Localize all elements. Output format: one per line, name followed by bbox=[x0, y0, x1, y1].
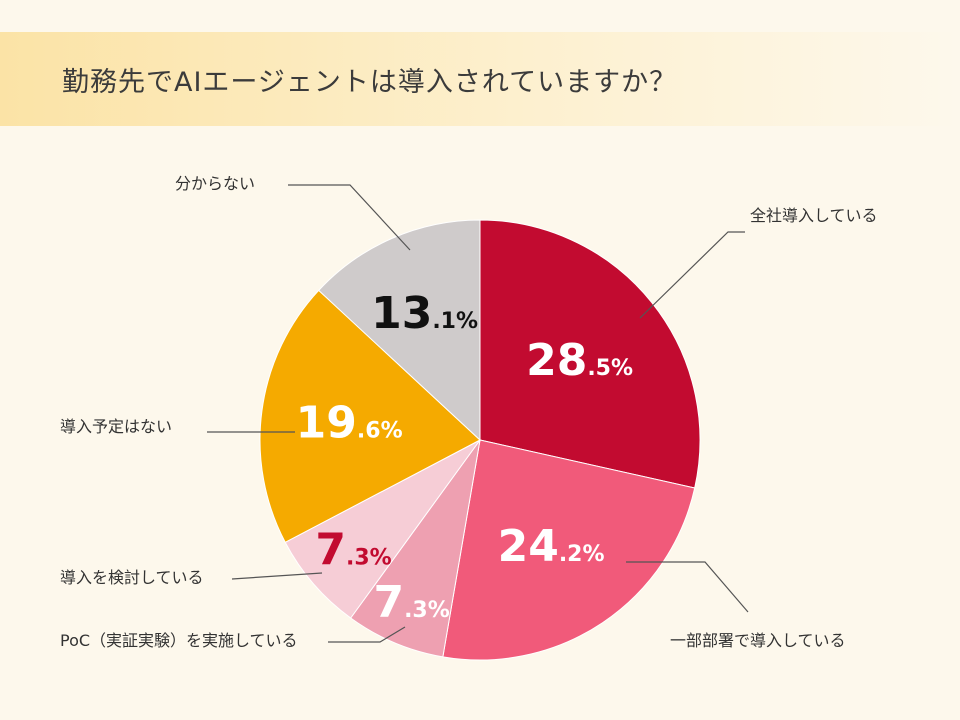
slice-value-label: 7.3% bbox=[315, 524, 391, 575]
leader-lines bbox=[207, 184, 749, 643]
chart-title: 勤務先でAIエージェントは導入されていますか？ bbox=[62, 67, 678, 98]
title-band bbox=[0, 32, 960, 126]
slice-value-label: 28.5% bbox=[526, 335, 633, 386]
slice-category-label: 分からない bbox=[175, 174, 255, 193]
leader-line bbox=[639, 231, 745, 319]
pie-slice bbox=[284, 439, 481, 619]
slice-category-label: PoC（実証実験）を実施している bbox=[60, 631, 298, 650]
slice-category-label: 全社導入している bbox=[750, 206, 878, 225]
pie-slice bbox=[349, 439, 481, 658]
leader-line bbox=[626, 561, 749, 613]
slice-category-label: 導入を検討している bbox=[60, 568, 204, 587]
slice-value-label: 7.3% bbox=[373, 577, 449, 628]
pie-slices bbox=[259, 219, 701, 661]
pie-slice bbox=[479, 219, 701, 489]
slice-value-label: 13.1% bbox=[371, 288, 478, 339]
slice-value-label: 24.2% bbox=[498, 521, 605, 572]
value-labels: 28.5% 24.2% 7.3%7.3% 19.6% 13.1% bbox=[296, 288, 633, 628]
slice-category-label: 導入予定はない bbox=[60, 417, 172, 436]
pie-slice bbox=[442, 439, 696, 661]
leader-line bbox=[288, 184, 411, 251]
pie-slice bbox=[259, 289, 481, 544]
slice-value-label: 19.6% bbox=[296, 398, 403, 449]
pie-slice bbox=[317, 219, 481, 442]
leader-line bbox=[328, 626, 406, 643]
leader-line bbox=[231, 572, 323, 580]
slice-category-label: 一部部署で導入している bbox=[670, 631, 846, 650]
